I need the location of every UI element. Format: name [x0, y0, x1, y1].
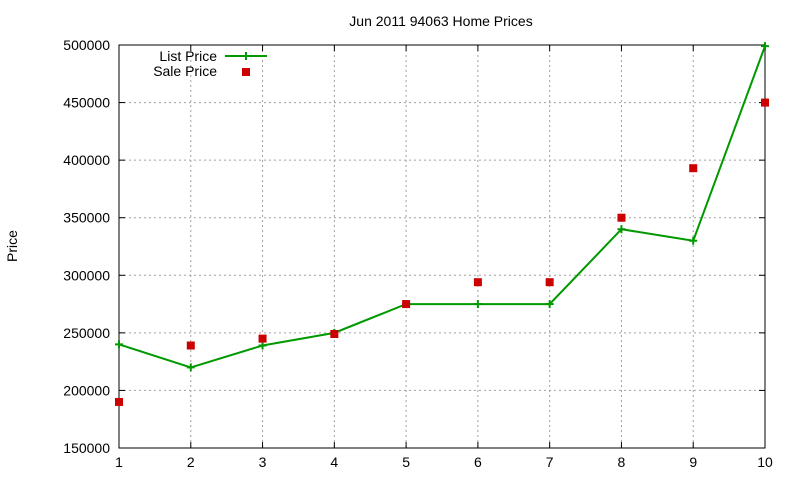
- list-price-point: [115, 340, 123, 349]
- plot-frame: [118, 44, 766, 449]
- tick-marks: [118, 44, 766, 449]
- x-tick-label: 6: [474, 454, 482, 470]
- list-price-point: [258, 341, 267, 350]
- x-tick-label: 7: [546, 454, 554, 470]
- series-layer: [115, 42, 769, 406]
- x-tick-label: 3: [259, 454, 267, 470]
- sale-price-point: [258, 334, 267, 343]
- x-tick-label: 9: [689, 454, 697, 470]
- sale-price-point: [617, 213, 626, 222]
- y-tick-label: 250000: [63, 325, 110, 341]
- y-tick-label: 150000: [63, 440, 110, 456]
- x-tick-label: 4: [330, 454, 338, 470]
- x-tick-label: 2: [187, 454, 195, 470]
- y-tick-label: 200000: [63, 382, 110, 398]
- y-tick-label: 500000: [63, 37, 110, 53]
- list-price-point: [617, 225, 626, 234]
- list-price-line: [118, 45, 766, 369]
- y-axis-label: Price: [4, 230, 20, 262]
- list-price-point: [761, 42, 769, 51]
- series-sale-price: [115, 98, 769, 406]
- list-price-point: [545, 300, 554, 309]
- y-tick-label: 400000: [63, 152, 110, 168]
- x-tick-label: 5: [402, 454, 410, 470]
- legend-marker-sale-price: [242, 68, 250, 76]
- sale-price-point: [330, 330, 339, 339]
- grid-lines: [119, 45, 765, 448]
- y-tick-label: 450000: [63, 95, 110, 111]
- sale-price-point: [402, 300, 411, 309]
- x-tick-labels: 1 2 3 4 5 6 7 8 9 10: [115, 454, 773, 470]
- x-tick-label: 8: [618, 454, 626, 470]
- legend-marker-list-price: [242, 52, 250, 60]
- legend-label-list-price: List Price: [159, 48, 217, 64]
- legend-swatch-list-price: [225, 52, 267, 60]
- x-tick-label: 1: [115, 454, 123, 470]
- legend-label-sale-price: Sale Price: [153, 63, 217, 79]
- list-price-point: [186, 363, 195, 372]
- chart-title: Jun 2011 94063 Home Prices: [349, 13, 532, 29]
- sale-price-point: [761, 98, 769, 107]
- series-list-price: [115, 42, 769, 372]
- sale-price-point: [186, 341, 195, 350]
- sale-price-point: [545, 278, 554, 287]
- sale-price-point: [115, 397, 123, 406]
- y-tick-label: 300000: [63, 267, 110, 283]
- x-tick-label: 10: [757, 454, 773, 470]
- list-price-point: [473, 300, 482, 309]
- legend: List Price Sale Price: [153, 48, 267, 79]
- sale-price-point: [473, 278, 482, 287]
- y-tick-label: 350000: [63, 210, 110, 226]
- y-tick-labels: 150000 200000 250000 300000 350000 400000 4500…: [63, 37, 110, 456]
- sale-price-point: [689, 164, 698, 173]
- list-price-point: [689, 236, 698, 245]
- legend-swatch-sale-price: [242, 68, 250, 76]
